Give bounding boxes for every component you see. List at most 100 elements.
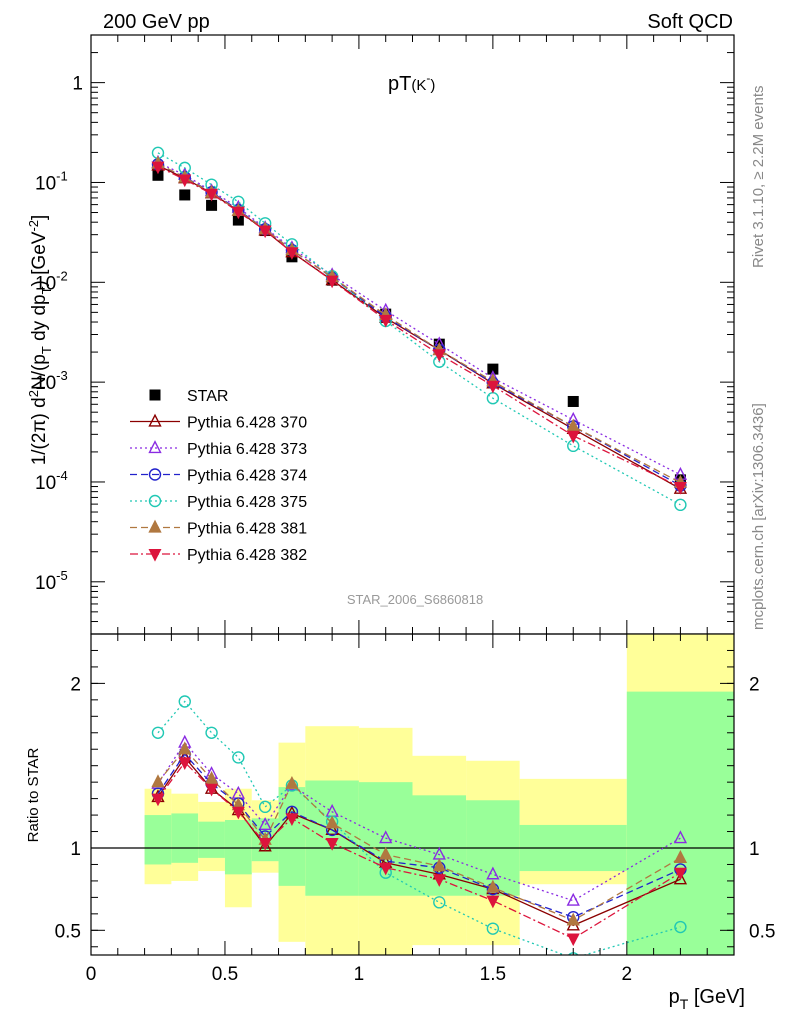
ratio-point [566, 912, 580, 926]
ratio-point [151, 726, 165, 739]
y-tick-exponent: -2 [56, 268, 68, 283]
ratio-point [151, 774, 165, 788]
ratio-point [486, 922, 500, 935]
stat-band [144, 815, 172, 865]
plot-title-sub: (K [411, 77, 426, 94]
legend-entry-1: Pythia 6.428 370 [130, 413, 307, 432]
x-tick-label: 0.5 [212, 964, 238, 985]
ratio-panel: 0.5 0.5 1 1 2 2 0 0.5 1 1.5 2 [55, 633, 775, 985]
data-point [178, 174, 192, 188]
y-tick-label: 10-4 [35, 468, 68, 494]
ratio-point [178, 695, 191, 708]
ratio-y-tick-label-right: 0.5 [749, 921, 775, 942]
ratio-series [151, 695, 688, 955]
ratio-point [486, 866, 500, 880]
y-tick-exponent: -1 [56, 168, 68, 183]
data-point [206, 199, 218, 211]
ratio-point [486, 879, 500, 893]
ratio-point [178, 757, 192, 771]
main-panel: 110-110-210-310-410-5 [35, 34, 735, 635]
ratio-point [232, 751, 245, 764]
ratio-point [486, 895, 500, 909]
legend-marker [148, 548, 162, 562]
legend-marker [148, 519, 162, 533]
ratio-point [285, 813, 299, 827]
uncertainty-bands [144, 634, 734, 955]
ratio-point [151, 793, 165, 807]
legend-label: Pythia 6.428 382 [187, 547, 307, 564]
y-tick-label: 10-2 [35, 268, 68, 294]
x-tick-label: 0 [86, 964, 97, 985]
data-point [285, 247, 299, 260]
legend-label: Pythia 6.428 374 [187, 468, 307, 485]
ratio-series-5 [151, 757, 687, 947]
legend-entry-6: Pythia 6.428 382 [130, 547, 307, 564]
ratio-point [673, 850, 688, 863]
stat-band [278, 787, 306, 886]
y-tick-exponent: -3 [56, 368, 68, 383]
legend-label: Pythia 6.428 375 [187, 494, 307, 511]
ratio-point [379, 846, 393, 860]
stat-band [171, 813, 199, 863]
side-text-top: Rivet 3.1.10, ≥ 2.2M events [750, 86, 767, 269]
ratio-point [205, 783, 219, 797]
series-0 [152, 169, 686, 486]
ratio-point [379, 830, 393, 844]
data-point [231, 206, 245, 220]
y-tick-base: 10 [35, 273, 56, 294]
ratio-point [325, 838, 339, 851]
stat-band [198, 821, 225, 858]
x-tick-label: 1.5 [480, 964, 506, 985]
ratio-point [258, 838, 272, 851]
ratio-y-tick-label-right: 1 [749, 839, 760, 860]
data-point [258, 225, 272, 239]
watermark: STAR_2006_S6860818 [347, 592, 483, 607]
ratio-point [285, 775, 299, 789]
data-point [486, 380, 500, 394]
data-point [567, 395, 579, 407]
ratio-y-tick-label: 0.5 [55, 921, 81, 942]
data-point [179, 189, 191, 201]
legend-marker [148, 494, 162, 508]
legend-entry-5: Pythia 6.428 381 [130, 519, 307, 538]
plot-title: pT(K-) [388, 71, 435, 95]
ratio-line [157, 748, 681, 922]
data-point [325, 275, 339, 289]
legend-label: Pythia 6.428 373 [187, 441, 307, 458]
y-tick-base: 10 [35, 473, 56, 494]
ratio-y-axis-label: Ratio to STAR [25, 747, 42, 842]
y-tick-label: 10-1 [35, 168, 68, 194]
ratio-point [433, 896, 446, 909]
y-tick-label: 10-5 [35, 568, 68, 594]
data-point [566, 430, 580, 444]
data-point [674, 498, 687, 512]
ratio-point [258, 838, 272, 852]
series-6 [151, 161, 687, 495]
ratio-point [673, 867, 687, 881]
legend-marker [148, 413, 162, 427]
data-point [232, 214, 244, 226]
data-point [151, 161, 165, 175]
series-line [157, 152, 681, 506]
ratio-point [258, 817, 272, 831]
ratio-y-tick-label-right: 2 [749, 674, 760, 695]
ratio-point [231, 806, 245, 820]
data-point [673, 482, 687, 495]
y-tick-base: 10 [35, 373, 56, 394]
ratio-point [566, 892, 580, 906]
plot-title-end: ) [430, 77, 435, 94]
legend-entry-3: Pythia 6.428 374 [130, 468, 307, 485]
stat-band [626, 691, 734, 955]
ratio-point [432, 858, 446, 872]
ratio-point [674, 920, 687, 934]
legend-marker [149, 389, 161, 401]
header-right: Soft QCD [647, 11, 733, 33]
ratio-point [325, 822, 339, 835]
ratio-point [432, 874, 446, 887]
ratio-point [566, 933, 580, 947]
legend-entry-2: Pythia 6.428 373 [130, 440, 307, 458]
data-point [379, 314, 393, 328]
data-point [432, 349, 446, 362]
y-tick-label: 1 [72, 74, 83, 95]
